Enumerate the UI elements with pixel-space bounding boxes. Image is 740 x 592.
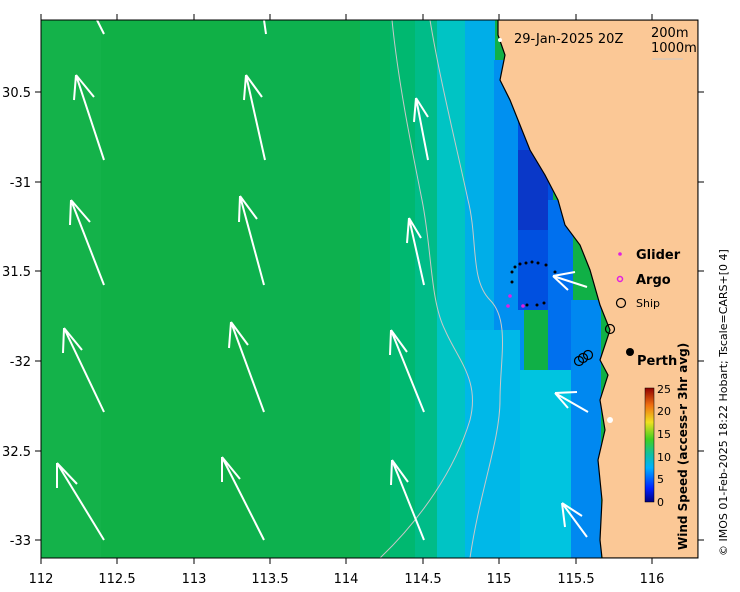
glider-track bbox=[510, 260, 557, 307]
y-tick-label: -33 bbox=[10, 534, 31, 549]
ship-legend-label: Ship bbox=[636, 297, 660, 310]
axis-ticks bbox=[35, 14, 704, 564]
wind-arrow bbox=[73, 74, 105, 161]
wind-arrow bbox=[554, 391, 589, 413]
credit-line: © IMOS 01-Feb-2025 18:22 Hobart; Tscale=… bbox=[717, 249, 730, 556]
glider-legend-symbol bbox=[618, 252, 622, 256]
y-tick-label: 31.5 bbox=[2, 265, 31, 280]
wind-arrow bbox=[69, 199, 105, 286]
colorbar-tick: 10 bbox=[657, 451, 671, 464]
colorbar-tick: 0 bbox=[657, 496, 664, 509]
wind-cell-column bbox=[520, 370, 575, 558]
argo-legend-label: Argo bbox=[636, 273, 671, 288]
colorbar-tick: 20 bbox=[657, 405, 671, 418]
wind-arrow bbox=[390, 459, 425, 541]
wind-arrow bbox=[561, 502, 588, 538]
glider-legend-label: Glider bbox=[636, 248, 681, 263]
ship-marker bbox=[604, 323, 616, 335]
x-tick-label: 115 bbox=[487, 572, 512, 587]
ship-legend-symbol bbox=[615, 297, 627, 309]
wind-cell-column bbox=[360, 20, 390, 558]
ship-marker bbox=[582, 349, 594, 361]
y-tick-label: 30.5 bbox=[2, 86, 31, 101]
perth-marker bbox=[626, 348, 634, 356]
y-tick-label: -32 bbox=[10, 355, 31, 370]
wind-arrow bbox=[406, 217, 425, 286]
map-area bbox=[41, 20, 698, 558]
plot-frame bbox=[40, 19, 699, 559]
colorbar-title: Wind Speed (access-r 3hr avg) bbox=[676, 343, 690, 550]
argo-legend-symbol bbox=[616, 275, 624, 283]
x-tick-label: 114.5 bbox=[404, 572, 441, 587]
y-tick-label: -31 bbox=[10, 176, 31, 191]
contour-legend-1000m: 1000m bbox=[651, 41, 697, 56]
contour-200m bbox=[429, 20, 503, 558]
wind-arrow bbox=[62, 327, 105, 413]
island bbox=[498, 38, 502, 42]
x-tick-label: 113 bbox=[182, 572, 207, 587]
wind-arrow bbox=[243, 74, 266, 161]
wind-arrow bbox=[96, 20, 105, 35]
wind-cell-column bbox=[250, 20, 360, 558]
wind-arrows bbox=[56, 20, 589, 541]
wind-arrow bbox=[238, 195, 265, 286]
x-tick-label: 116 bbox=[640, 572, 665, 587]
wind-arrow bbox=[552, 271, 588, 291]
wind-arrow bbox=[221, 456, 265, 541]
timestamp: 29-Jan-2025 20Z bbox=[514, 32, 623, 47]
wind-cell-column bbox=[465, 330, 520, 558]
wind-arrow bbox=[228, 321, 265, 413]
colorbar-tick: 15 bbox=[657, 428, 671, 441]
city-label-perth: Perth bbox=[637, 354, 677, 369]
island bbox=[607, 417, 613, 423]
wind-arrow bbox=[263, 20, 267, 35]
y-tick-label: 32.5 bbox=[2, 445, 31, 460]
x-tick-label: 112.5 bbox=[98, 572, 135, 587]
contour-1000m bbox=[379, 20, 474, 558]
wind-cell-column bbox=[437, 20, 465, 558]
wind-arrow bbox=[56, 462, 105, 541]
wind-cell-column bbox=[41, 20, 101, 558]
x-tick-label: 112 bbox=[29, 572, 54, 587]
wind-cell-column bbox=[571, 300, 601, 558]
x-tick-label: 114 bbox=[334, 572, 359, 587]
colorbar bbox=[644, 387, 655, 503]
x-tick-label: 115.5 bbox=[557, 572, 594, 587]
x-tick-label: 113.5 bbox=[251, 572, 288, 587]
colorbar-tick: 5 bbox=[657, 473, 664, 486]
colorbar-tick: 25 bbox=[657, 383, 671, 396]
glider-points bbox=[506, 294, 525, 308]
contour-legend-200m: 200m bbox=[651, 26, 688, 41]
wind-arrow bbox=[413, 97, 429, 161]
ship-marker bbox=[573, 355, 585, 367]
wind-arrow bbox=[389, 329, 425, 413]
